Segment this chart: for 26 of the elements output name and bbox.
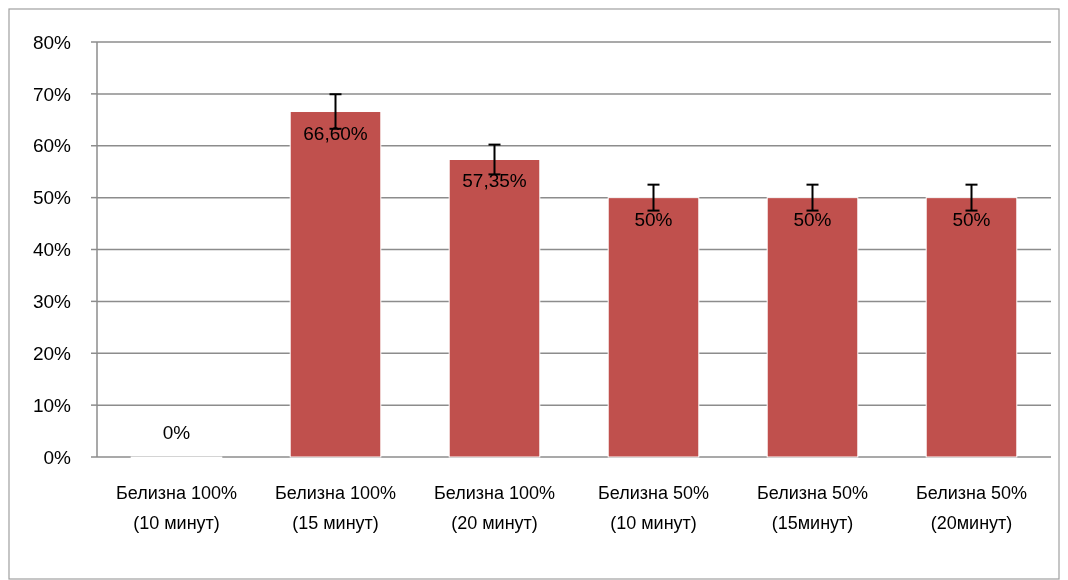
x-tick-label: Белизна 50% (20минут) — [915, 483, 1028, 533]
data-label: 57,35% — [462, 170, 527, 192]
y-tick-label: 20% — [32, 342, 72, 364]
y-tick-label: 30% — [32, 291, 72, 313]
bar — [766, 197, 859, 458]
data-label: 50% — [952, 208, 991, 230]
bar — [289, 111, 382, 458]
y-tick-label: 80% — [32, 31, 72, 53]
x-tick-label: Белизна 50% (10 минут) — [597, 483, 710, 533]
y-tick-label: 10% — [32, 394, 72, 416]
bar — [448, 159, 541, 458]
y-tick-label: 60% — [32, 135, 72, 157]
data-label: 50% — [793, 208, 832, 230]
data-label: 66,60% — [303, 122, 368, 144]
y-tick-label: 70% — [32, 83, 72, 105]
x-tick-label: Белизна 100% (20 минут) — [433, 483, 556, 533]
x-tick-label: Белизна 50% (15минут) — [756, 483, 869, 533]
data-label: 0% — [162, 422, 191, 443]
data-label: 50% — [634, 208, 673, 230]
bar — [925, 197, 1018, 458]
y-tick-label: 50% — [32, 187, 72, 209]
x-tick-label: Белизна 100% (15 минут) — [274, 483, 397, 533]
bar — [607, 197, 700, 458]
y-tick-label: 40% — [32, 239, 72, 261]
y-tick-label: 0% — [43, 446, 72, 468]
x-tick-label: Белизна 100% (10 минут) — [115, 483, 238, 533]
